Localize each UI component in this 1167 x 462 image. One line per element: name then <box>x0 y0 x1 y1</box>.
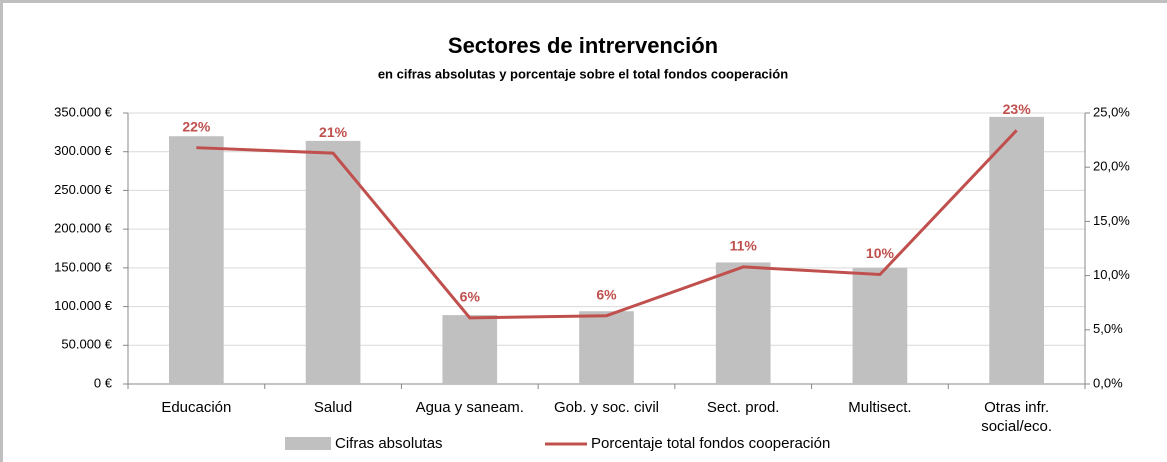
chart-subtitle: en cifras absolutas y porcentaje sobre e… <box>378 66 788 81</box>
data-label: 6% <box>460 289 481 305</box>
y2-tick-label: 10,0% <box>1093 267 1130 282</box>
x-tick-label: Sect. prod. <box>706 399 780 416</box>
chart-title: Sectores de intrervención <box>448 33 718 58</box>
x-tick-label: Multisect. <box>848 399 912 416</box>
y-tick-label: 300.000 € <box>54 143 113 158</box>
y2-tick-label: 15,0% <box>1093 213 1130 228</box>
legend-label: Cifras absolutas <box>335 435 443 452</box>
x-label-box: Educación <box>161 399 232 416</box>
x-tick-label: Salud <box>313 399 353 416</box>
y-tick-label: 200.000 € <box>54 221 113 236</box>
x-label-box: Multisect. <box>848 399 912 416</box>
y2-tick-label: 0,0% <box>1093 375 1123 390</box>
line <box>196 129 1018 320</box>
x-tick-label: Educación <box>161 399 232 416</box>
x-label-box: Otras infr. social/eco. <box>981 399 1053 435</box>
y-tick-label: 350.000 € <box>54 104 113 119</box>
data-label: 22% <box>182 118 211 134</box>
data-label: 23% <box>1003 101 1032 117</box>
x-tick-label: Otras infr. social/eco. <box>981 399 1053 435</box>
bar <box>305 140 361 384</box>
y-tick-label: 0 € <box>94 375 113 390</box>
x-label-box: Gob. y soc. civil <box>553 399 659 416</box>
y2-tick-label: 20,0% <box>1093 159 1130 174</box>
x-label-box: Agua y saneam. <box>415 399 524 416</box>
y-tick-label: 50.000 € <box>61 337 112 352</box>
bar <box>579 311 634 384</box>
bar <box>442 315 498 384</box>
y-tick-label: 100.000 € <box>54 298 113 313</box>
legend-swatch <box>285 437 331 450</box>
x-label-box: Sect. prod. <box>706 399 780 416</box>
bar <box>989 116 1044 384</box>
y2-tick-label: 5,0% <box>1093 321 1123 336</box>
data-label: 21% <box>319 124 348 140</box>
x-tick-label: Agua y saneam. <box>415 399 524 416</box>
bar <box>852 267 908 384</box>
y-tick-label: 250.000 € <box>54 182 113 197</box>
data-label: 6% <box>596 286 617 302</box>
bar <box>715 262 771 384</box>
x-tick-label: Gob. y soc. civil <box>553 399 659 416</box>
bar <box>169 136 224 384</box>
data-label: 11% <box>730 238 758 254</box>
legend-label: Porcentaje total fondos cooperación <box>591 435 830 452</box>
x-label-box: Salud <box>313 399 353 416</box>
y2-tick-label: 25,0% <box>1093 104 1130 119</box>
y-tick-label: 150.000 € <box>54 259 113 274</box>
data-label: 10% <box>866 245 895 261</box>
